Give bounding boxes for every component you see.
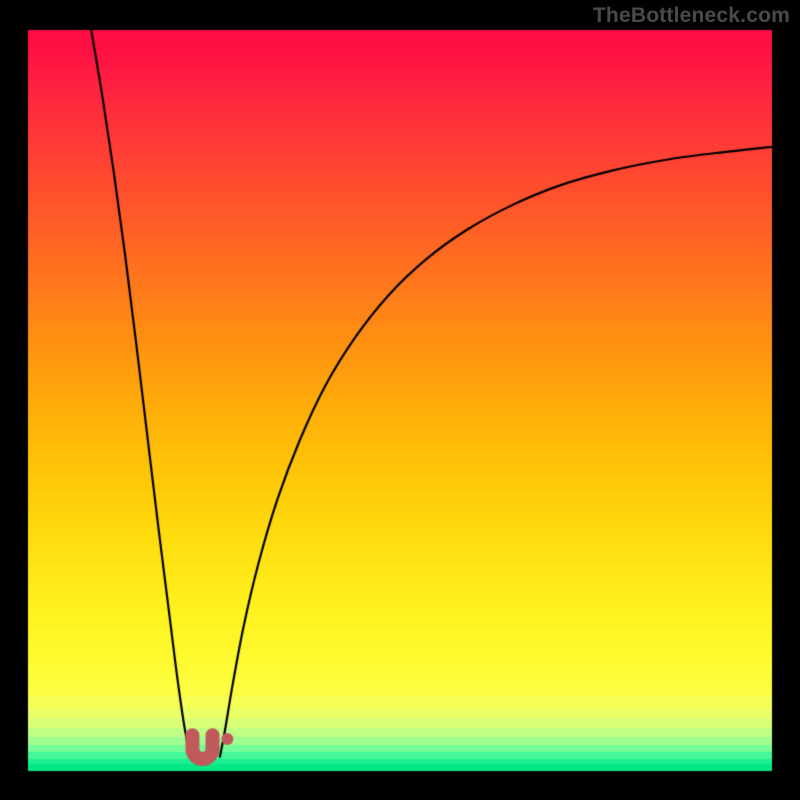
- bottleneck-curves: [0, 0, 800, 800]
- watermark-text: TheBottleneck.com: [593, 4, 790, 28]
- chart-container: TheBottleneck.com: [0, 0, 800, 800]
